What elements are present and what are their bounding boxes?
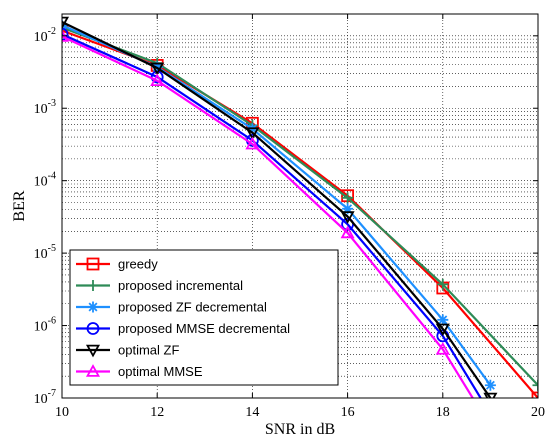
x-tick-label: 20 (531, 405, 545, 420)
legend: greedy proposed incremental proposed ZF de… (69, 249, 339, 386)
data-point (485, 409, 496, 420)
legend-label: proposed MMSE decremental (118, 321, 290, 336)
series-optimal-zf (62, 16, 498, 398)
ticks: 10 12 14 16 18 20 10-7 10-6 10-5 10-4 10-3 10-2 (34, 14, 545, 420)
plot-frame (61, 13, 539, 399)
y-tick-label: 10-2 (34, 26, 56, 45)
series-line (62, 21, 492, 398)
legend-label: greedy (118, 257, 158, 272)
legend-box (69, 249, 339, 386)
series-line (62, 26, 538, 386)
legend-entry: greedy (76, 257, 158, 272)
series-group (62, 16, 538, 431)
x-tick-label: 10 (55, 405, 69, 420)
data-point (150, 62, 165, 76)
data-point (437, 314, 449, 326)
data-point (86, 257, 100, 271)
data-point (437, 278, 449, 290)
data-point (87, 301, 99, 313)
x-axis-label: SNR in dB (265, 421, 335, 438)
legend-label: optimal MMSE (118, 364, 203, 379)
x-tick-label: 18 (436, 405, 450, 420)
legend-entry: proposed MMSE decremental (76, 321, 290, 336)
series-line (62, 35, 474, 398)
x-tick-label: 12 (150, 405, 164, 420)
data-point (87, 280, 99, 291)
y-tick-label: 10-4 (34, 171, 56, 190)
data-point (245, 127, 260, 141)
y-tick-label: 10-3 (34, 98, 56, 117)
data-point (340, 225, 355, 239)
data-point (483, 392, 498, 398)
data-point (62, 27, 69, 41)
data-point (532, 379, 538, 391)
x-tick-label: 14 (245, 405, 259, 420)
legend-label: proposed ZF decremental (118, 300, 267, 315)
legend-label: optimal ZF (118, 343, 179, 358)
legend-entry: proposed ZF decremental (76, 300, 267, 315)
y-tick-label: 10-7 (34, 388, 56, 407)
data-point (340, 211, 355, 224)
series-line (62, 33, 482, 398)
data-point (85, 364, 101, 377)
data-point (342, 192, 354, 204)
y-tick-label: 10-6 (34, 316, 56, 335)
data-point (435, 323, 450, 337)
legend-entry: proposed incremental (76, 278, 243, 293)
y-axis-label: BER (11, 190, 28, 221)
data-point (485, 421, 496, 431)
data-point (342, 203, 354, 215)
y-tick-label: 10-5 (34, 243, 56, 262)
legend-label: proposed incremental (118, 278, 243, 293)
data-point (86, 322, 100, 335)
data-point (150, 73, 165, 87)
data-point (484, 379, 496, 391)
data-point (245, 136, 260, 150)
data-point (62, 16, 70, 30)
legend-entry: optimal ZF (76, 343, 179, 358)
x-tick-label: 16 (341, 405, 355, 420)
data-point (435, 341, 450, 355)
data-point (85, 344, 101, 358)
legend-entry: optimal MMSE (76, 364, 203, 379)
